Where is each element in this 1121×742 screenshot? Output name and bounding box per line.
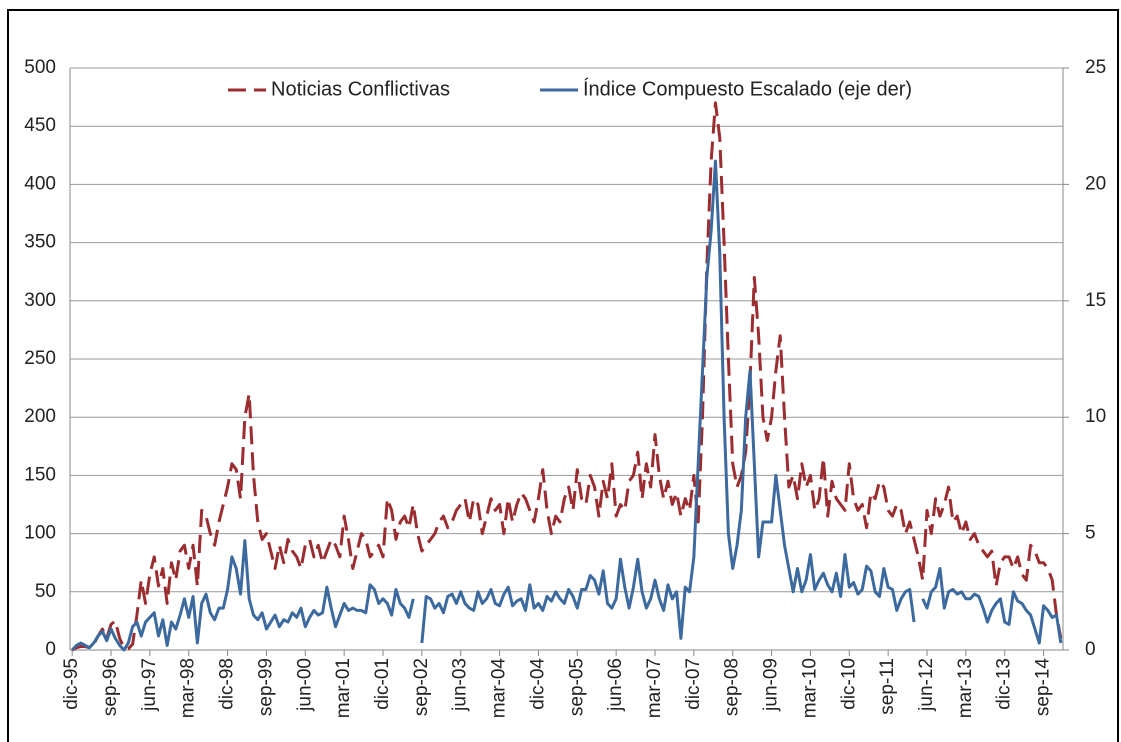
y-tick-label: 400: [24, 173, 56, 194]
x-tick-label: sep-02: [411, 658, 432, 716]
x-tick-label: sep-14: [1033, 658, 1054, 717]
x-tick-label: mar-13: [955, 658, 976, 718]
x-tick-label: dic-95: [61, 658, 82, 710]
x-tick-label: jun-03: [450, 658, 471, 712]
x-tick-label: mar-04: [489, 658, 510, 719]
y-tick-label: 350: [24, 232, 56, 253]
x-tick-label: jun-06: [605, 658, 626, 712]
series-line: [420, 159, 916, 644]
x-tick-label: dic-04: [527, 658, 548, 710]
x-tick-label: mar-10: [799, 658, 820, 718]
x-tick-label: dic-01: [372, 658, 393, 710]
series-line: [921, 567, 1063, 645]
series-line: [71, 101, 1063, 652]
y-tick-label: 500: [24, 57, 56, 78]
y-tick-label: 200: [24, 406, 56, 427]
x-tick-label: jun-00: [294, 658, 315, 712]
y2-tick-label: 5: [1085, 523, 1096, 544]
x-tick-label: mar-07: [644, 658, 665, 718]
x-tick-label: jun-12: [916, 658, 937, 712]
y-tick-label: 300: [24, 290, 56, 311]
legend-label: Índice Compuesto Escalado (eje der): [583, 77, 912, 100]
y2-tick-label: 10: [1085, 406, 1106, 427]
y-tick-label: 100: [24, 523, 56, 544]
y-tick-label: 0: [45, 639, 56, 660]
x-tick-label: sep-05: [566, 658, 587, 716]
y-tick-label: 150: [24, 464, 56, 485]
x-tick-label: dic-13: [994, 658, 1015, 710]
x-tick-label: jun-97: [139, 658, 160, 712]
y2-tick-label: 20: [1085, 173, 1106, 194]
y2-tick-label: 15: [1085, 290, 1106, 311]
frame: [7, 9, 1119, 742]
x-tick-label: mar-01: [333, 658, 354, 718]
y2-tick-label: 0: [1085, 639, 1096, 660]
y-tick-label: 50: [35, 581, 56, 602]
series-line: [71, 539, 415, 652]
x-tick-label: sep-08: [722, 658, 743, 716]
x-tick-label: sep-11: [877, 658, 898, 715]
y-tick-label: 250: [24, 348, 56, 369]
legend-label: Noticias Conflictivas: [271, 78, 450, 100]
x-tick-label: jun-09: [761, 658, 782, 712]
x-tick-label: dic-07: [683, 658, 704, 710]
x-tick-label: dic-98: [217, 658, 238, 710]
x-tick-label: mar-98: [178, 658, 199, 718]
y-tick-label: 450: [24, 115, 56, 136]
x-tick-label: sep-96: [100, 658, 121, 716]
x-tick-label: dic-10: [838, 658, 859, 710]
x-tick-label: sep-99: [255, 658, 276, 716]
y2-tick-label: 25: [1085, 57, 1106, 78]
